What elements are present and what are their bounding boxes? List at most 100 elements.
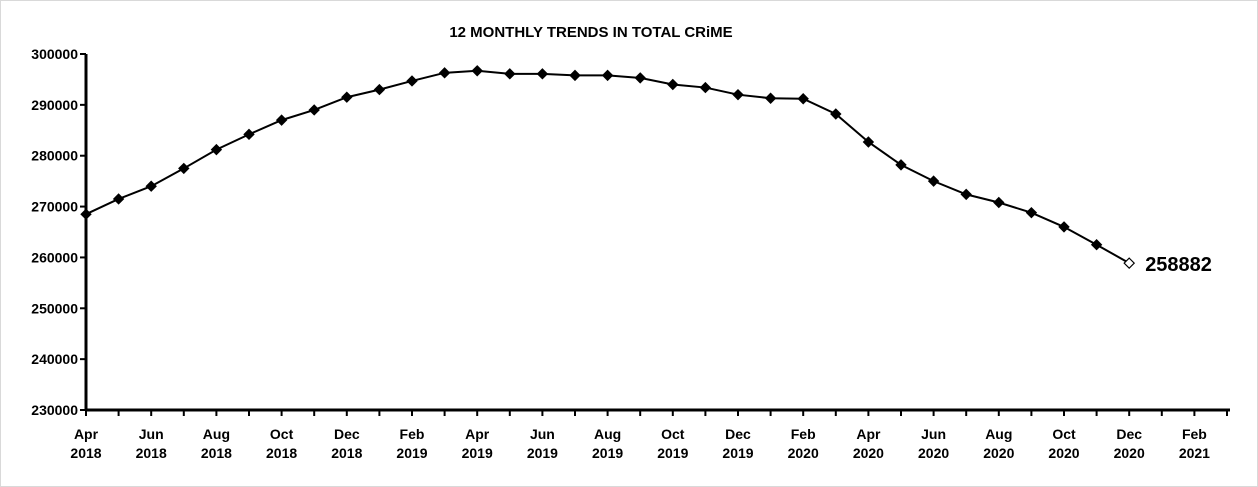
x-tick-year: 2019 — [657, 445, 688, 461]
data-point — [634, 72, 646, 84]
data-point — [895, 159, 907, 171]
x-tick-year: 2020 — [918, 445, 949, 461]
x-tick-label: Apr 2020 — [853, 426, 884, 461]
x-tick-year: 2021 — [1179, 445, 1210, 461]
axes: 230000 240000 250000 260000 270000 280000 2900… — [31, 46, 1230, 461]
data-point — [699, 81, 712, 94]
x-tick-year: 2020 — [788, 445, 819, 461]
x-tick-label: Oct 2020 — [1048, 426, 1079, 461]
data-point — [927, 175, 940, 187]
data-point — [960, 188, 972, 201]
data-point — [308, 104, 320, 116]
data-point — [275, 114, 288, 126]
data-point — [80, 208, 92, 220]
x-tick-year: 2018 — [201, 445, 232, 461]
x-tick-month: Oct — [661, 426, 685, 442]
x-tick-month: Dec — [334, 426, 360, 442]
data-point — [797, 93, 809, 105]
x-tick-month: Feb — [400, 426, 425, 442]
x-tick-label: Feb 2019 — [396, 426, 427, 461]
x-tick-label: Jun 2020 — [918, 426, 949, 461]
data-point — [1090, 239, 1103, 251]
data-point — [210, 143, 223, 156]
y-tick-label: 280000 — [31, 148, 78, 164]
x-tick-month: Oct — [1052, 426, 1076, 442]
x-tick-label: Aug 2018 — [201, 426, 232, 461]
x-tick-month: Aug — [985, 426, 1012, 442]
data-point — [504, 68, 516, 80]
x-tick-label: Feb 2021 — [1179, 426, 1210, 461]
data-point — [373, 83, 386, 96]
x-tick-month: Apr — [74, 426, 99, 442]
data-point — [471, 65, 483, 77]
x-tick-label: Oct 2018 — [266, 426, 297, 461]
last-data-point — [1123, 257, 1136, 269]
x-tick-year: 2020 — [853, 445, 884, 461]
data-point — [830, 108, 842, 120]
y-tick-label: 270000 — [31, 199, 78, 215]
x-tick-year: 2019 — [527, 445, 558, 461]
data-point — [732, 88, 744, 101]
x-tick-label: Aug 2019 — [592, 426, 623, 461]
x-tick-year: 2018 — [331, 445, 362, 461]
x-tick-year: 2019 — [592, 445, 623, 461]
x-tick-label: Dec 2018 — [331, 426, 362, 461]
data-point — [536, 68, 549, 80]
x-tick-label: Aug 2020 — [983, 426, 1014, 461]
data-point — [341, 91, 353, 103]
x-tick-label: Dec 2020 — [1114, 426, 1145, 461]
x-tick-year: 2020 — [1048, 445, 1079, 461]
x-tick-label: Apr 2018 — [70, 426, 101, 461]
data-point — [178, 162, 190, 175]
data-point — [438, 67, 451, 79]
data-point — [243, 128, 255, 141]
data-point — [112, 193, 125, 205]
x-tick-year: 2019 — [462, 445, 493, 461]
y-tick-label: 260000 — [31, 249, 78, 265]
x-tick-month: Jun — [139, 426, 164, 442]
x-tick-month: Aug — [203, 426, 230, 442]
data-point — [1058, 221, 1070, 233]
x-tick-month: Jun — [530, 426, 555, 442]
y-tick-label: 300000 — [31, 46, 78, 62]
x-tick-label: Apr 2019 — [462, 426, 493, 461]
x-tick-month: Apr — [465, 426, 490, 442]
data-point — [764, 92, 777, 104]
data-label: 258882 — [1145, 254, 1212, 276]
x-tick-label: Dec 2019 — [722, 426, 753, 461]
x-tick-month: Oct — [270, 426, 294, 442]
y-tick-label: 240000 — [31, 351, 78, 367]
series-line — [85, 69, 1130, 264]
y-tick-label: 250000 — [31, 300, 78, 316]
x-tick-label: Jun 2019 — [527, 426, 558, 461]
data-point — [1025, 206, 1038, 219]
x-tick-year: 2018 — [266, 445, 297, 461]
x-tick-month: Feb — [791, 426, 816, 442]
data-point — [993, 196, 1005, 209]
data-point — [569, 69, 581, 82]
series: 258882 — [80, 65, 1212, 276]
x-tick-month: Jun — [921, 426, 946, 442]
y-tick-label: 230000 — [31, 402, 78, 418]
x-tick-month: Aug — [594, 426, 621, 442]
x-tick-label: Oct 2019 — [657, 426, 688, 461]
data-point — [862, 136, 875, 148]
data-point — [145, 180, 157, 192]
x-tick-month: Dec — [1116, 426, 1142, 442]
x-tick-label: Feb 2020 — [788, 426, 819, 461]
data-point — [667, 78, 679, 91]
y-tick-label: 290000 — [31, 97, 78, 113]
x-tick-year: 2019 — [396, 445, 427, 461]
chart-title: 12 MONTHLY TRENDS IN TOTAL CRiME — [449, 24, 732, 41]
x-tick-month: Dec — [725, 426, 751, 442]
x-tick-year: 2018 — [70, 445, 101, 461]
x-tick-year: 2020 — [1114, 445, 1145, 461]
data-point — [406, 75, 418, 87]
x-tick-year: 2018 — [136, 445, 167, 461]
x-tick-month: Feb — [1182, 426, 1207, 442]
x-tick-month: Apr — [856, 426, 881, 442]
data-point — [601, 69, 614, 82]
x-tick-year: 2020 — [983, 445, 1014, 461]
x-tick-label: Jun 2018 — [136, 426, 167, 461]
